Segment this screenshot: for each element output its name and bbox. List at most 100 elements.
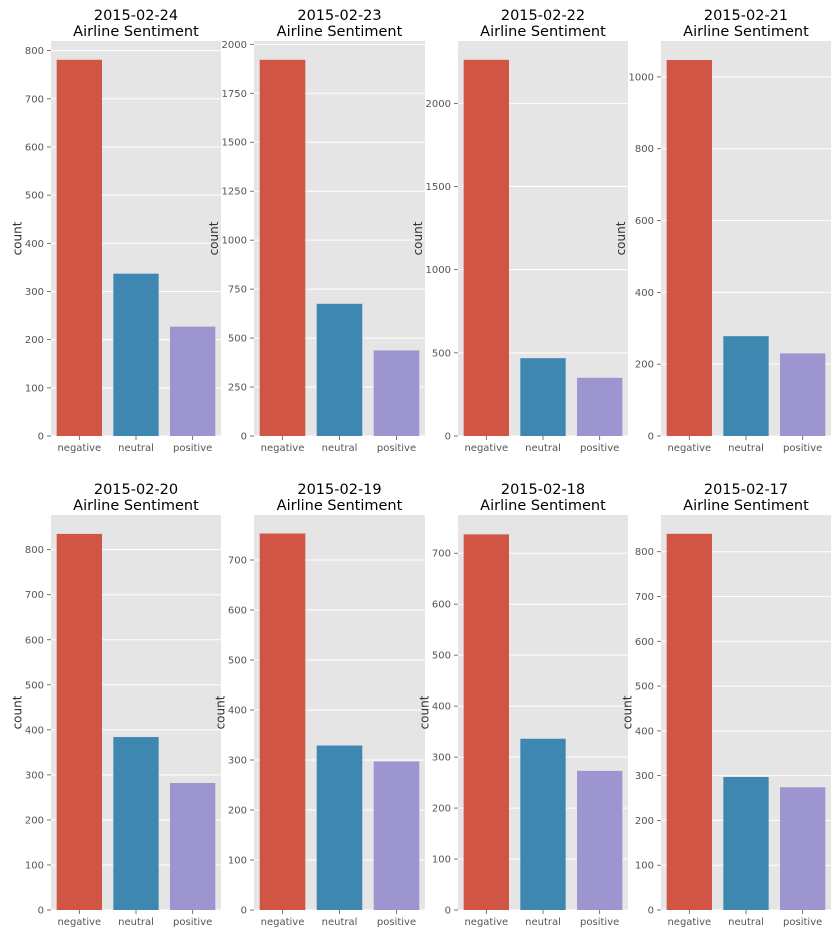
bar-neutral (520, 738, 566, 910)
x-tick-label: neutral (322, 917, 358, 928)
y-axis-label: count (207, 221, 221, 255)
bar-negative (56, 533, 102, 910)
y-tick-label: 1750 (222, 89, 247, 100)
chart-panel-2015-02-24: 0 100 200 300 400 500 600 700 800 negative neutral… (10, 8, 221, 454)
y-tick-label: 200 (432, 804, 451, 815)
y-axis-label: count (620, 695, 634, 729)
y-tick-label: 0 (648, 432, 654, 443)
y-tick-label: 800 (635, 144, 654, 155)
y-tick-label: 500 (25, 191, 44, 202)
bar-positive (577, 377, 623, 436)
bar-negative (56, 59, 102, 436)
chart-panel-2015-02-20: 0 100 200 300 400 500 600 700 800 negative neutral… (10, 482, 221, 928)
chart-title-date: 2015-02-22 (501, 8, 585, 24)
y-tick-label: 300 (25, 770, 44, 781)
x-tick-label: positive (580, 917, 619, 928)
bar-neutral (723, 776, 769, 910)
chart-title: 2015-02-23 Airline Sentiment (277, 8, 403, 40)
y-tick-label: 300 (432, 753, 451, 764)
y-tick-label: 800 (25, 46, 44, 57)
chart-title-date: 2015-02-18 (501, 482, 585, 498)
y-tick-label: 200 (228, 806, 247, 817)
chart-title-subtitle: Airline Sentiment (73, 24, 199, 40)
bar-positive (373, 350, 420, 436)
bar-negative (463, 59, 509, 436)
y-axis-label: count (213, 695, 227, 729)
chart-panel-2015-02-22: 0 500 1000 1500 2000 negative neutral positive c… (411, 8, 628, 454)
bar-positive (373, 761, 420, 910)
chart-title: 2015-02-18 Airline Sentiment (480, 482, 606, 514)
chart-panel-2015-02-21: 0 200 400 600 800 1000 negative neutral positive… (614, 8, 831, 454)
x-tick-label: positive (783, 443, 822, 454)
bar-positive (577, 770, 623, 910)
y-tick-label: 400 (635, 288, 654, 299)
y-tick-label: 200 (635, 816, 654, 827)
bar-neutral (113, 737, 159, 910)
y-tick-label: 500 (432, 651, 451, 662)
y-tick-label: 1250 (222, 187, 247, 198)
y-tick-label: 300 (635, 771, 654, 782)
x-tick-label: negative (464, 917, 508, 928)
y-tick-label: 400 (228, 706, 247, 717)
y-tick-label: 0 (445, 432, 451, 443)
x-tick-label: positive (580, 443, 619, 454)
y-tick-label: 100 (25, 383, 44, 394)
y-tick-label: 2000 (426, 99, 451, 110)
y-tick-label: 100 (635, 861, 654, 872)
x-tick-label: negative (464, 443, 508, 454)
bar-positive (780, 353, 826, 436)
chart-title-date: 2015-02-19 (297, 482, 381, 498)
chart-title: 2015-02-17 Airline Sentiment (683, 482, 809, 514)
x-tick-label: negative (261, 917, 305, 928)
y-tick-label: 1500 (426, 182, 451, 193)
y-tick-label: 1000 (426, 265, 451, 276)
y-tick-label: 700 (25, 94, 44, 105)
bar-negative (666, 60, 712, 436)
bar-neutral (113, 273, 159, 436)
x-tick-label: positive (173, 917, 212, 928)
y-tick-label: 600 (635, 637, 654, 648)
y-tick-label: 2000 (222, 40, 247, 51)
chart-panel-2015-02-18: 0 100 200 300 400 500 600 700 negative neutral pos… (417, 482, 628, 928)
y-tick-label: 500 (432, 348, 451, 359)
y-tick-label: 1500 (222, 138, 247, 149)
x-tick-label: positive (783, 917, 822, 928)
y-tick-label: 500 (25, 680, 44, 691)
chart-title-subtitle: Airline Sentiment (480, 498, 606, 514)
y-tick-label: 500 (635, 682, 654, 693)
x-tick-label: positive (377, 443, 416, 454)
y-tick-label: 1000 (222, 236, 247, 247)
x-tick-label: neutral (728, 917, 764, 928)
y-tick-label: 200 (25, 335, 44, 346)
y-tick-label: 600 (432, 600, 451, 611)
y-tick-label: 100 (25, 860, 44, 871)
y-tick-label: 750 (228, 285, 247, 296)
chart-title-date: 2015-02-24 (94, 8, 178, 24)
chart-title-subtitle: Airline Sentiment (277, 498, 403, 514)
y-tick-label: 0 (38, 906, 44, 917)
y-axis-label: count (10, 221, 24, 255)
y-tick-label: 0 (445, 906, 451, 917)
y-tick-label: 700 (432, 549, 451, 560)
y-axis-label: count (614, 221, 628, 255)
y-tick-label: 700 (635, 592, 654, 603)
x-tick-label: negative (261, 443, 305, 454)
bar-neutral (316, 745, 363, 910)
x-tick-label: neutral (322, 443, 358, 454)
x-tick-label: neutral (525, 443, 561, 454)
y-tick-label: 250 (228, 383, 247, 394)
chart-title-date: 2015-02-17 (704, 482, 788, 498)
x-tick-label: negative (667, 443, 711, 454)
bar-negative (463, 534, 509, 910)
y-axis-label: count (411, 221, 425, 255)
y-tick-label: 400 (25, 239, 44, 250)
bar-neutral (723, 336, 769, 436)
bar-neutral (520, 358, 566, 436)
y-tick-label: 600 (25, 635, 44, 646)
x-tick-label: neutral (118, 443, 154, 454)
y-tick-label: 0 (241, 906, 247, 917)
bar-negative (259, 533, 306, 910)
chart-title-subtitle: Airline Sentiment (683, 498, 809, 514)
bar-negative (259, 59, 306, 436)
